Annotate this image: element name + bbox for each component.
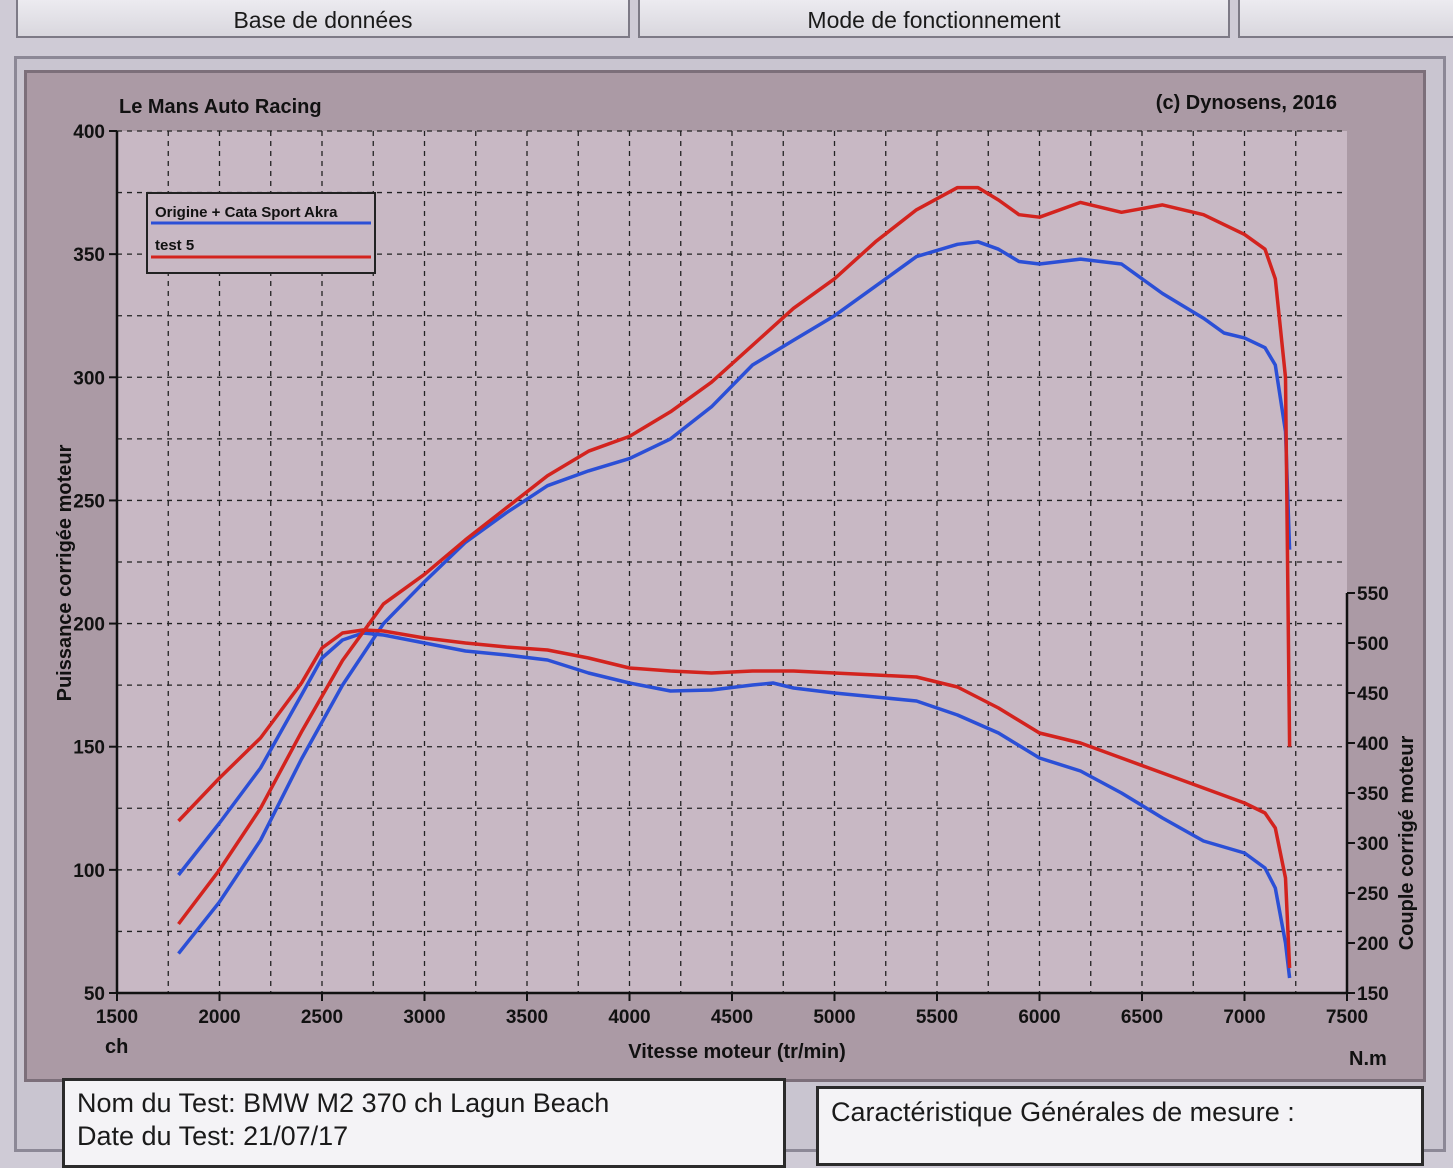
y-right-tick-label: 300 bbox=[1357, 834, 1389, 855]
chart-title-right: (c) Dynosens, 2016 bbox=[1156, 92, 1337, 114]
legend: Origine + Cata Sport Akra test 5 bbox=[146, 192, 376, 274]
y-left-tick-label: 300 bbox=[73, 368, 105, 389]
x-tick-label: 2000 bbox=[198, 1007, 240, 1028]
y-left-tick-label: 250 bbox=[73, 491, 105, 512]
torque-curve-series-1 bbox=[177, 628, 1292, 969]
tab-extra[interactable] bbox=[1238, 0, 1453, 38]
y-right-tick-label: 350 bbox=[1357, 784, 1389, 805]
legend-box bbox=[146, 192, 376, 274]
y-left-tick-label: 400 bbox=[73, 122, 105, 143]
characteristics-box: Caractéristique Générales de mesure : bbox=[816, 1086, 1424, 1166]
x-tick-label: 3000 bbox=[403, 1007, 445, 1028]
series bbox=[177, 185, 1292, 979]
x-tick-label: 6000 bbox=[1018, 1007, 1060, 1028]
characteristics-title: Caractéristique Générales de mesure : bbox=[831, 1097, 1295, 1127]
chart-title-left: Le Mans Auto Racing bbox=[119, 96, 322, 118]
torque-curve-series-0 bbox=[177, 631, 1292, 979]
test-info-box: Nom du Test: BMW M2 370 ch Lagun Beach D… bbox=[62, 1078, 786, 1168]
power-curve-series-1 bbox=[177, 185, 1292, 926]
x-tick-label: 1500 bbox=[96, 1007, 138, 1028]
y-right-tick-label: 550 bbox=[1357, 584, 1389, 605]
y-axis-label-right: Couple corrigé moteur bbox=[1396, 736, 1418, 951]
axes: 1500 2000 2500 3000 3500 4000 4500 5000 5500 6000… bbox=[73, 122, 1388, 1028]
y-right-tick-label: 200 bbox=[1357, 934, 1389, 955]
y-right-tick-label: 400 bbox=[1357, 734, 1389, 755]
x-tick-label: 5000 bbox=[813, 1007, 855, 1028]
x-tick-label: 3500 bbox=[506, 1007, 548, 1028]
x-axis-label: Vitesse moteur (tr/min) bbox=[628, 1041, 845, 1063]
grid bbox=[117, 130, 1347, 993]
y-left-tick-label: 350 bbox=[73, 245, 105, 266]
y-left-tick-label: 100 bbox=[73, 861, 105, 882]
x-tick-label: 6500 bbox=[1121, 1007, 1163, 1028]
power-curve-series-0 bbox=[177, 240, 1292, 955]
dyno-chart-panel: 1500 2000 2500 3000 3500 4000 4500 5000 5500 6000… bbox=[24, 70, 1426, 1082]
unit-right: N.m bbox=[1349, 1048, 1387, 1070]
y-left-tick-label: 150 bbox=[73, 738, 105, 759]
y-right-tick-label: 450 bbox=[1357, 684, 1389, 705]
x-tick-label: 4500 bbox=[711, 1007, 753, 1028]
tab-mode-de-fonctionnement[interactable]: Mode de fonctionnement bbox=[638, 0, 1230, 38]
y-left-tick-label: 50 bbox=[84, 984, 105, 1005]
unit-left: ch bbox=[105, 1036, 128, 1058]
test-name: Nom du Test: BMW M2 370 ch Lagun Beach bbox=[77, 1088, 610, 1118]
y-left-tick-label: 200 bbox=[73, 615, 105, 636]
test-date: Date du Test: 21/07/17 bbox=[77, 1121, 349, 1151]
y-right-tick-label: 250 bbox=[1357, 884, 1389, 905]
legend-label-0: Origine + Cata Sport Akra bbox=[155, 204, 338, 221]
y-axis-label-left: Puissance corrigée moteur bbox=[54, 444, 76, 701]
x-tick-label: 5500 bbox=[916, 1007, 958, 1028]
x-tick-label: 4000 bbox=[608, 1007, 650, 1028]
legend-label-1: test 5 bbox=[155, 237, 194, 254]
y-right-tick-label: 150 bbox=[1357, 984, 1389, 1005]
dyno-chart: 1500 2000 2500 3000 3500 4000 4500 5000 5500 6000… bbox=[54, 92, 1418, 1070]
x-tick-label: 2500 bbox=[301, 1007, 343, 1028]
x-tick-label: 7000 bbox=[1223, 1007, 1265, 1028]
y-right-tick-label: 500 bbox=[1357, 634, 1389, 655]
x-tick-label: 7500 bbox=[1326, 1007, 1368, 1028]
tab-base-de-donnees[interactable]: Base de données bbox=[16, 0, 630, 38]
